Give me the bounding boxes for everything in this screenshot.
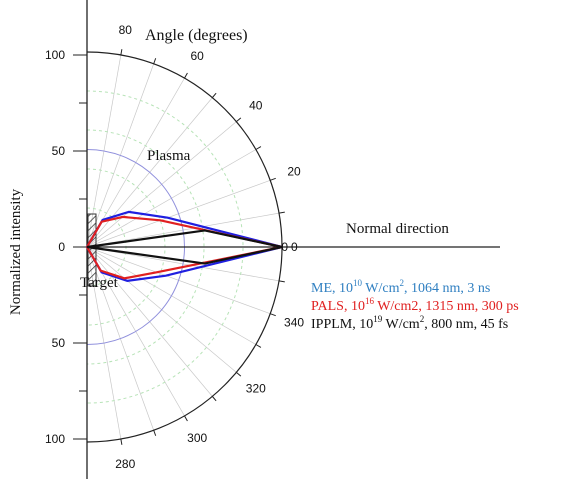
angle-tick-label: 300	[187, 431, 207, 445]
arc-tick	[255, 344, 262, 348]
angle-tick-label: 340	[284, 315, 304, 329]
plasma-label: Plasma	[147, 148, 191, 164]
labels: 100 50 0 50 100 80 60 40 20 0 340 320 300 280 0 Angle (…	[8, 23, 449, 471]
arc-tick	[153, 58, 157, 64]
legend-entry-ipplm: IPPLM, 1019 W/cm2, 800 nm, 45 fs	[311, 314, 509, 333]
legend-entry-me: ME, 1010 W/cm2, 1064 nm, 3 ns	[311, 278, 491, 297]
chart-title: Angle (degrees)	[145, 27, 248, 44]
series-lines	[86, 210, 283, 282]
polar-grid	[86, 46, 288, 448]
angle-tick-label: 60	[190, 49, 204, 63]
arc-tick	[270, 313, 276, 317]
arc-tick	[184, 72, 188, 79]
arc-tick	[184, 415, 188, 422]
arc-tick	[255, 146, 262, 150]
y-tick-label: 50	[52, 144, 66, 158]
arc-tick	[236, 117, 242, 123]
arc-tick	[153, 430, 157, 436]
radial-tick-label: 0	[281, 240, 288, 254]
y-tick-label: 50	[52, 336, 66, 350]
angle-tick-label: 80	[119, 23, 133, 37]
target-label: Target	[80, 275, 119, 291]
grid-ring	[86, 129, 205, 365]
grid-ring	[86, 90, 244, 404]
arc-tick	[120, 49, 123, 56]
arc-tick	[120, 438, 123, 445]
angle-tick-label: 0	[291, 240, 298, 254]
y-tick-label: 100	[45, 432, 65, 446]
arc-tick	[211, 92, 217, 98]
axes	[73, 0, 500, 479]
angle-tick-label: 20	[287, 165, 301, 179]
legend: ME, 1010 W/cm2, 1064 nm, 3 ns PALS, 1016…	[311, 278, 519, 334]
legend-entry-pals: PALS, 1016 W/cm2, 1315 nm, 300 ps	[311, 296, 519, 315]
y-tick-label: 100	[45, 48, 65, 62]
y-axis-label: Normalized intensity	[8, 188, 24, 315]
series-line-2	[86, 229, 283, 265]
arc-tick	[278, 211, 285, 214]
normal-direction-label: Normal direction	[346, 221, 449, 237]
arc-tick	[278, 280, 285, 283]
arc-tick	[211, 396, 217, 402]
arc-tick	[270, 177, 276, 181]
angle-tick-label: 280	[115, 457, 135, 471]
arc-tick	[236, 371, 242, 377]
y-tick-label: 0	[58, 240, 65, 254]
angle-tick-label: 40	[249, 98, 263, 112]
angle-tick-label: 320	[246, 382, 266, 396]
